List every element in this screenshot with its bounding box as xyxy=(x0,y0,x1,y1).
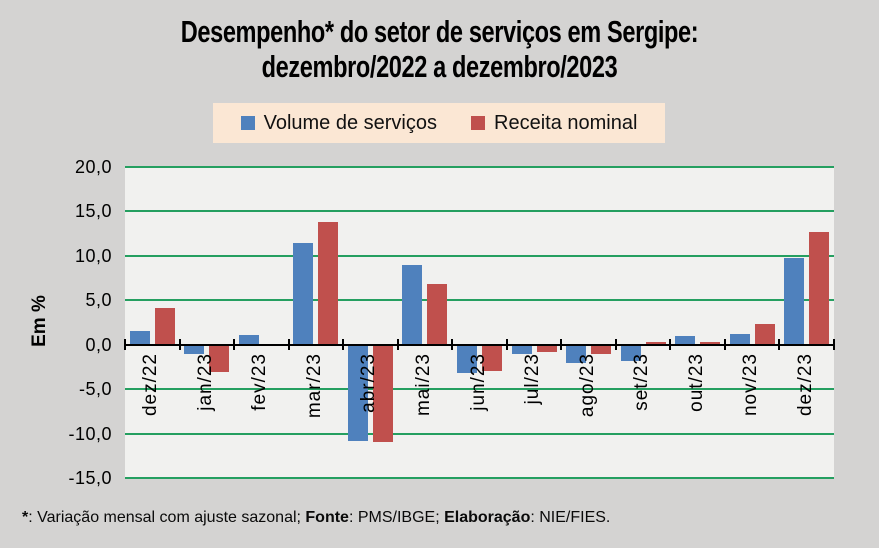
x-label-ago-23: ago/23 xyxy=(576,352,598,417)
legend-swatch-volume-icon xyxy=(240,116,255,130)
bar-volume-dez-22 xyxy=(129,331,150,345)
gridline xyxy=(125,254,834,257)
axis-tick xyxy=(669,339,672,351)
chart-title-line-2: dezembro/2022 a dezembro/2023 xyxy=(261,49,618,84)
bar-receita-mai-23 xyxy=(427,284,448,345)
axis-tick xyxy=(505,339,508,351)
footnote-bold-segment: Elaboração xyxy=(444,509,531,526)
plot-area xyxy=(125,167,834,478)
y-tick-label--15-0: -15,0 xyxy=(68,468,112,488)
footnote-segment: : PMS/IBGE; xyxy=(348,509,445,526)
bar-volume-dez-23 xyxy=(784,257,805,345)
x-label-jan-23: jan/23 xyxy=(194,352,216,411)
axis-tick xyxy=(833,339,835,351)
bar-receita-abr-23 xyxy=(372,344,393,443)
bar-receita-nov-23 xyxy=(754,324,775,345)
bar-volume-out-23 xyxy=(675,335,696,345)
bar-volume-nov-23 xyxy=(729,334,750,345)
bar-receita-jun-23 xyxy=(482,344,502,372)
gridline xyxy=(125,432,834,435)
legend: Volume de serviços Receita nominal xyxy=(213,103,665,143)
bar-volume-set-23 xyxy=(620,344,641,361)
bar-receita-out-23 xyxy=(700,342,721,345)
bar-volume-jun-23 xyxy=(457,344,477,374)
bar-receita-set-23 xyxy=(645,342,666,345)
bar-volume-mai-23 xyxy=(402,264,423,345)
bar-volume-mar-23 xyxy=(293,242,314,345)
x-label-mai-23: mai/23 xyxy=(412,352,434,416)
bar-volume-jul-23 xyxy=(511,344,532,355)
footnote-segment: : Variação mensal com ajuste sazonal; xyxy=(28,509,306,526)
y-tick-label-20-0: 20,0 xyxy=(74,157,112,177)
bar-receita-jul-23 xyxy=(536,344,557,352)
legend-label-receita: Receita nominal xyxy=(494,111,638,134)
x-label-jul-23: jul/23 xyxy=(522,352,544,405)
footnote: *: Variação mensal com ajuste sazonal; F… xyxy=(22,509,610,527)
bar-receita-jan-23 xyxy=(209,344,230,373)
bar-volume-fev-23 xyxy=(238,334,259,345)
legend-label-volume: Volume de serviços xyxy=(263,111,437,134)
bar-volume-abr-23 xyxy=(347,344,368,441)
axis-tick xyxy=(178,339,181,351)
axis-tick xyxy=(287,339,290,351)
x-label-jun-23: jun/23 xyxy=(467,352,489,411)
footnote-bold-segment: Fonte xyxy=(305,509,349,526)
gridline xyxy=(125,299,834,302)
axis-tick xyxy=(451,339,454,351)
x-label-abr-23: abr/23 xyxy=(358,352,380,413)
axis-tick xyxy=(342,339,345,351)
x-label-set-23: set/23 xyxy=(631,352,653,411)
y-tick-label--5-0: -5,0 xyxy=(78,379,112,400)
x-label-dez-22: dez/22 xyxy=(140,352,162,416)
footnote-segment: : NIE/FIES. xyxy=(530,509,611,526)
y-tick-label--10-0: -10,0 xyxy=(68,423,112,444)
axis-tick xyxy=(124,339,126,351)
axis-tick xyxy=(723,339,726,351)
bar-receita-ago-23 xyxy=(591,344,612,355)
y-tick-label-5-0: 5,0 xyxy=(85,290,112,311)
bar-receita-dez-23 xyxy=(809,231,830,345)
bar-volume-jan-23 xyxy=(184,344,205,355)
chart-title: Desempenho* do setor de serviços em Serg… xyxy=(105,14,773,84)
y-tick-label-15-0: 15,0 xyxy=(74,201,112,222)
axis-tick xyxy=(778,339,781,351)
gridline xyxy=(125,477,834,479)
bar-receita-dez-22 xyxy=(154,308,175,345)
footnote-bold-segment: * xyxy=(22,509,29,526)
bar-volume-ago-23 xyxy=(566,344,587,364)
x-label-out-23: out/23 xyxy=(685,352,707,412)
x-label-fev-23: fev/23 xyxy=(249,352,271,411)
x-label-dez-23: dez/23 xyxy=(794,352,816,416)
chart-title-line-1: Desempenho* do setor de serviços em Serg… xyxy=(180,14,699,49)
y-tick-label-0-0: 0,0 xyxy=(85,334,112,355)
legend-item-volume: Volume de serviços xyxy=(240,111,437,135)
axis-tick xyxy=(614,339,617,351)
legend-item-receita: Receita nominal xyxy=(471,112,637,135)
legend-swatch-receita-icon xyxy=(471,116,485,130)
gridline xyxy=(125,210,834,213)
gridline xyxy=(125,166,834,168)
gridline xyxy=(125,388,834,391)
axis-tick xyxy=(233,339,236,351)
axis-tick xyxy=(560,339,563,351)
bar-receita-mar-23 xyxy=(318,222,339,345)
x-label-mar-23: mar/23 xyxy=(303,352,325,418)
x-axis-line xyxy=(125,343,834,346)
x-label-nov-23: nov/23 xyxy=(740,352,762,416)
axis-tick xyxy=(396,339,399,351)
y-tick-label-10-0: 10,0 xyxy=(74,245,112,266)
